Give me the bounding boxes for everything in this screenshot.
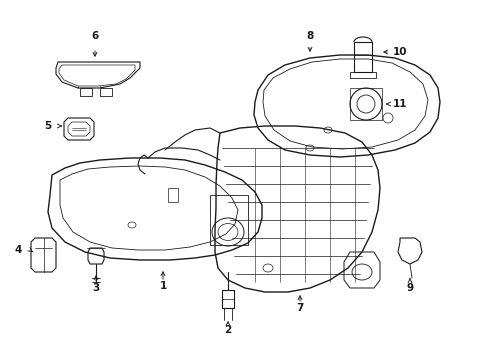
Text: 10: 10 (392, 47, 407, 57)
Text: 6: 6 (91, 31, 99, 41)
Text: 1: 1 (159, 281, 166, 291)
Text: 3: 3 (92, 283, 100, 293)
Text: 2: 2 (224, 325, 231, 335)
Text: 4: 4 (14, 245, 21, 255)
Text: 7: 7 (296, 303, 303, 313)
Text: 5: 5 (44, 121, 52, 131)
Text: 8: 8 (306, 31, 313, 41)
Text: 11: 11 (392, 99, 407, 109)
Text: 9: 9 (406, 283, 413, 293)
